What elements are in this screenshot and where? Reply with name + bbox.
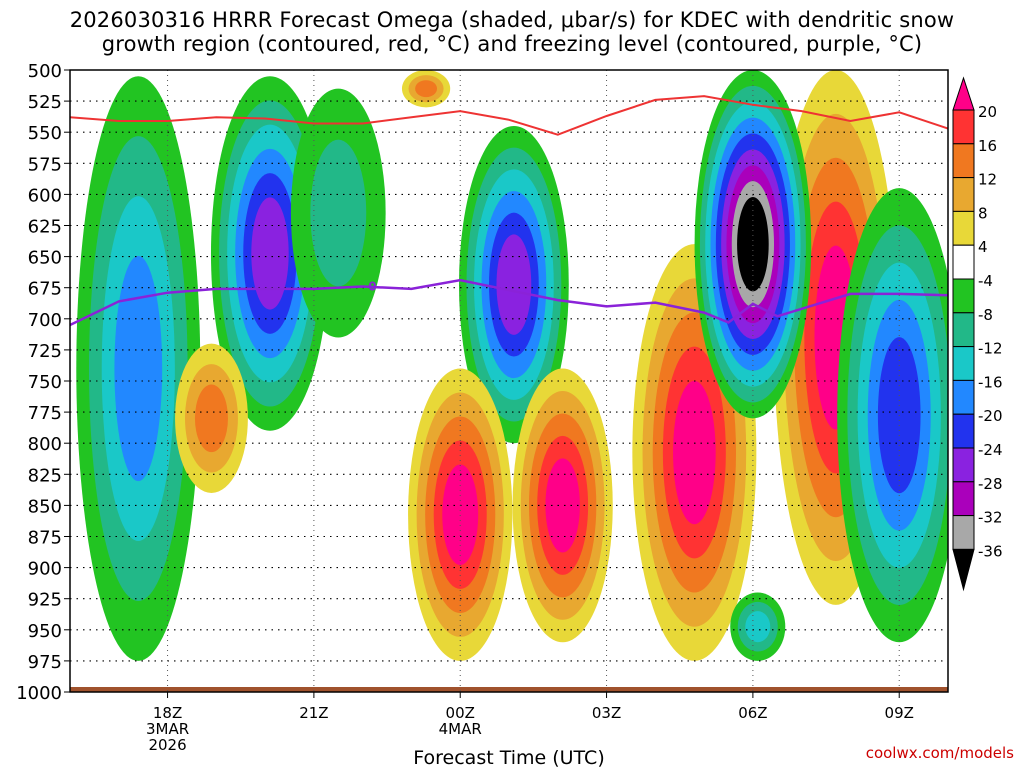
x-tick-label: 09Z: [885, 704, 914, 722]
x-tick-label: 2026: [148, 736, 186, 754]
downward-motion-band: [545, 458, 580, 553]
x-tick-label: 21Z: [299, 704, 328, 722]
x-tick-label: 06Z: [738, 704, 767, 722]
colorbar-label: -12: [978, 340, 1003, 358]
y-tick-label: 725: [28, 341, 62, 362]
y-tick-label: 750: [28, 372, 62, 393]
y-tick-label: 700: [28, 310, 62, 331]
ground-surface: [70, 687, 948, 692]
colorbar-arrow-top: [952, 76, 975, 111]
colorbar-swatch: [952, 447, 975, 483]
colorbar-swatch: [952, 515, 975, 550]
colorbar-swatch: [952, 109, 975, 145]
y-tick-label: 850: [28, 496, 62, 517]
y-tick-label: 775: [28, 403, 62, 424]
colorbar-swatch: [952, 481, 975, 517]
colorbar-swatch: [952, 312, 975, 348]
y-tick-label: 950: [28, 621, 62, 642]
colorbar-label: -32: [978, 509, 1003, 527]
colorbar-swatch: [952, 346, 975, 381]
colorbar-label: -4: [978, 272, 993, 290]
freezing-level-label: 0: [368, 279, 376, 293]
colorbar-label: 8: [978, 204, 988, 222]
upward-motion-band: [496, 234, 532, 335]
chart-title-line-2: growth region (contoured, red, °C) and f…: [101, 32, 923, 56]
omega-shading: [76, 70, 948, 661]
x-tick-label: 4MAR: [439, 720, 482, 738]
freezing-level-line: [70, 278, 948, 327]
colorbar-swatch: [952, 210, 975, 246]
y-tick-label: 975: [28, 652, 62, 673]
colorbar-label: -24: [978, 441, 1003, 459]
y-tick-label: 575: [28, 154, 62, 175]
colorbar-label: -16: [978, 373, 1003, 391]
colorbar-label: 4: [978, 238, 988, 256]
colorbar: 20 16 12 8 4 -4 -8 -12 -16 -20 -24 -28 -32 -36: [952, 76, 1003, 592]
y-tick-label: 875: [28, 528, 62, 549]
y-tick-label: 1000: [16, 683, 62, 704]
colorbar-arrow-bottom: [952, 548, 975, 592]
y-tick-label: 525: [28, 92, 62, 113]
y-tick-label: 900: [28, 559, 62, 580]
colorbar-swatch: [952, 143, 975, 179]
colorbar-swatch: [952, 379, 975, 415]
y-tick-label: 625: [28, 217, 62, 238]
colorbar-swatch: [952, 278, 975, 314]
y-axis: 500 525 550 575 600 625 650 675 700 725 750 775 800 8…: [16, 61, 70, 704]
colorbar-label: -8: [978, 306, 993, 324]
colorbar-label: 16: [978, 137, 997, 155]
colorbar-swatch: [952, 244, 975, 280]
downward-motion-band: [442, 464, 479, 566]
downward-motion-band: [415, 80, 438, 98]
x-axis-label: Forecast Time (UTC): [413, 747, 604, 768]
y-tick-label: 925: [28, 590, 62, 611]
plot-area: [70, 70, 948, 692]
colorbar-label: -20: [978, 407, 1003, 425]
y-tick-label: 550: [28, 123, 62, 144]
upward-motion-band: [114, 256, 163, 482]
colorbar-swatch: [952, 177, 975, 212]
upward-motion-band: [737, 196, 769, 292]
y-tick-label: 825: [28, 465, 62, 486]
colorbar-label: -36: [978, 542, 1003, 560]
y-tick-label: 800: [28, 434, 62, 455]
y-tick-label: 600: [28, 185, 62, 206]
y-tick-label: 675: [28, 279, 62, 300]
downward-motion-band: [194, 384, 228, 453]
x-tick-label: 00Z: [446, 704, 475, 722]
colorbar-label: -28: [978, 475, 1003, 493]
downward-motion-band: [673, 380, 716, 525]
upward-motion-band: [745, 611, 771, 643]
grid: [70, 70, 948, 692]
y-tick-label: 650: [28, 248, 62, 269]
colorbar-label: 20: [978, 103, 997, 121]
x-tick-label: 3MAR: [146, 720, 189, 738]
chart-title-line-1: 2026030316 HRRR Forecast Omega (shaded, …: [69, 8, 955, 32]
upward-motion-band: [310, 139, 367, 287]
x-tick-label: 18Z: [153, 704, 182, 722]
source-credit: coolwx.com/models: [865, 744, 1014, 762]
y-tick-label: 500: [28, 61, 62, 82]
x-tick-label: 03Z: [592, 704, 621, 722]
colorbar-label: 12: [978, 171, 997, 189]
dgz-contour-line: [70, 95, 948, 136]
colorbar-swatch: [952, 413, 975, 449]
upward-motion-band: [251, 197, 289, 310]
